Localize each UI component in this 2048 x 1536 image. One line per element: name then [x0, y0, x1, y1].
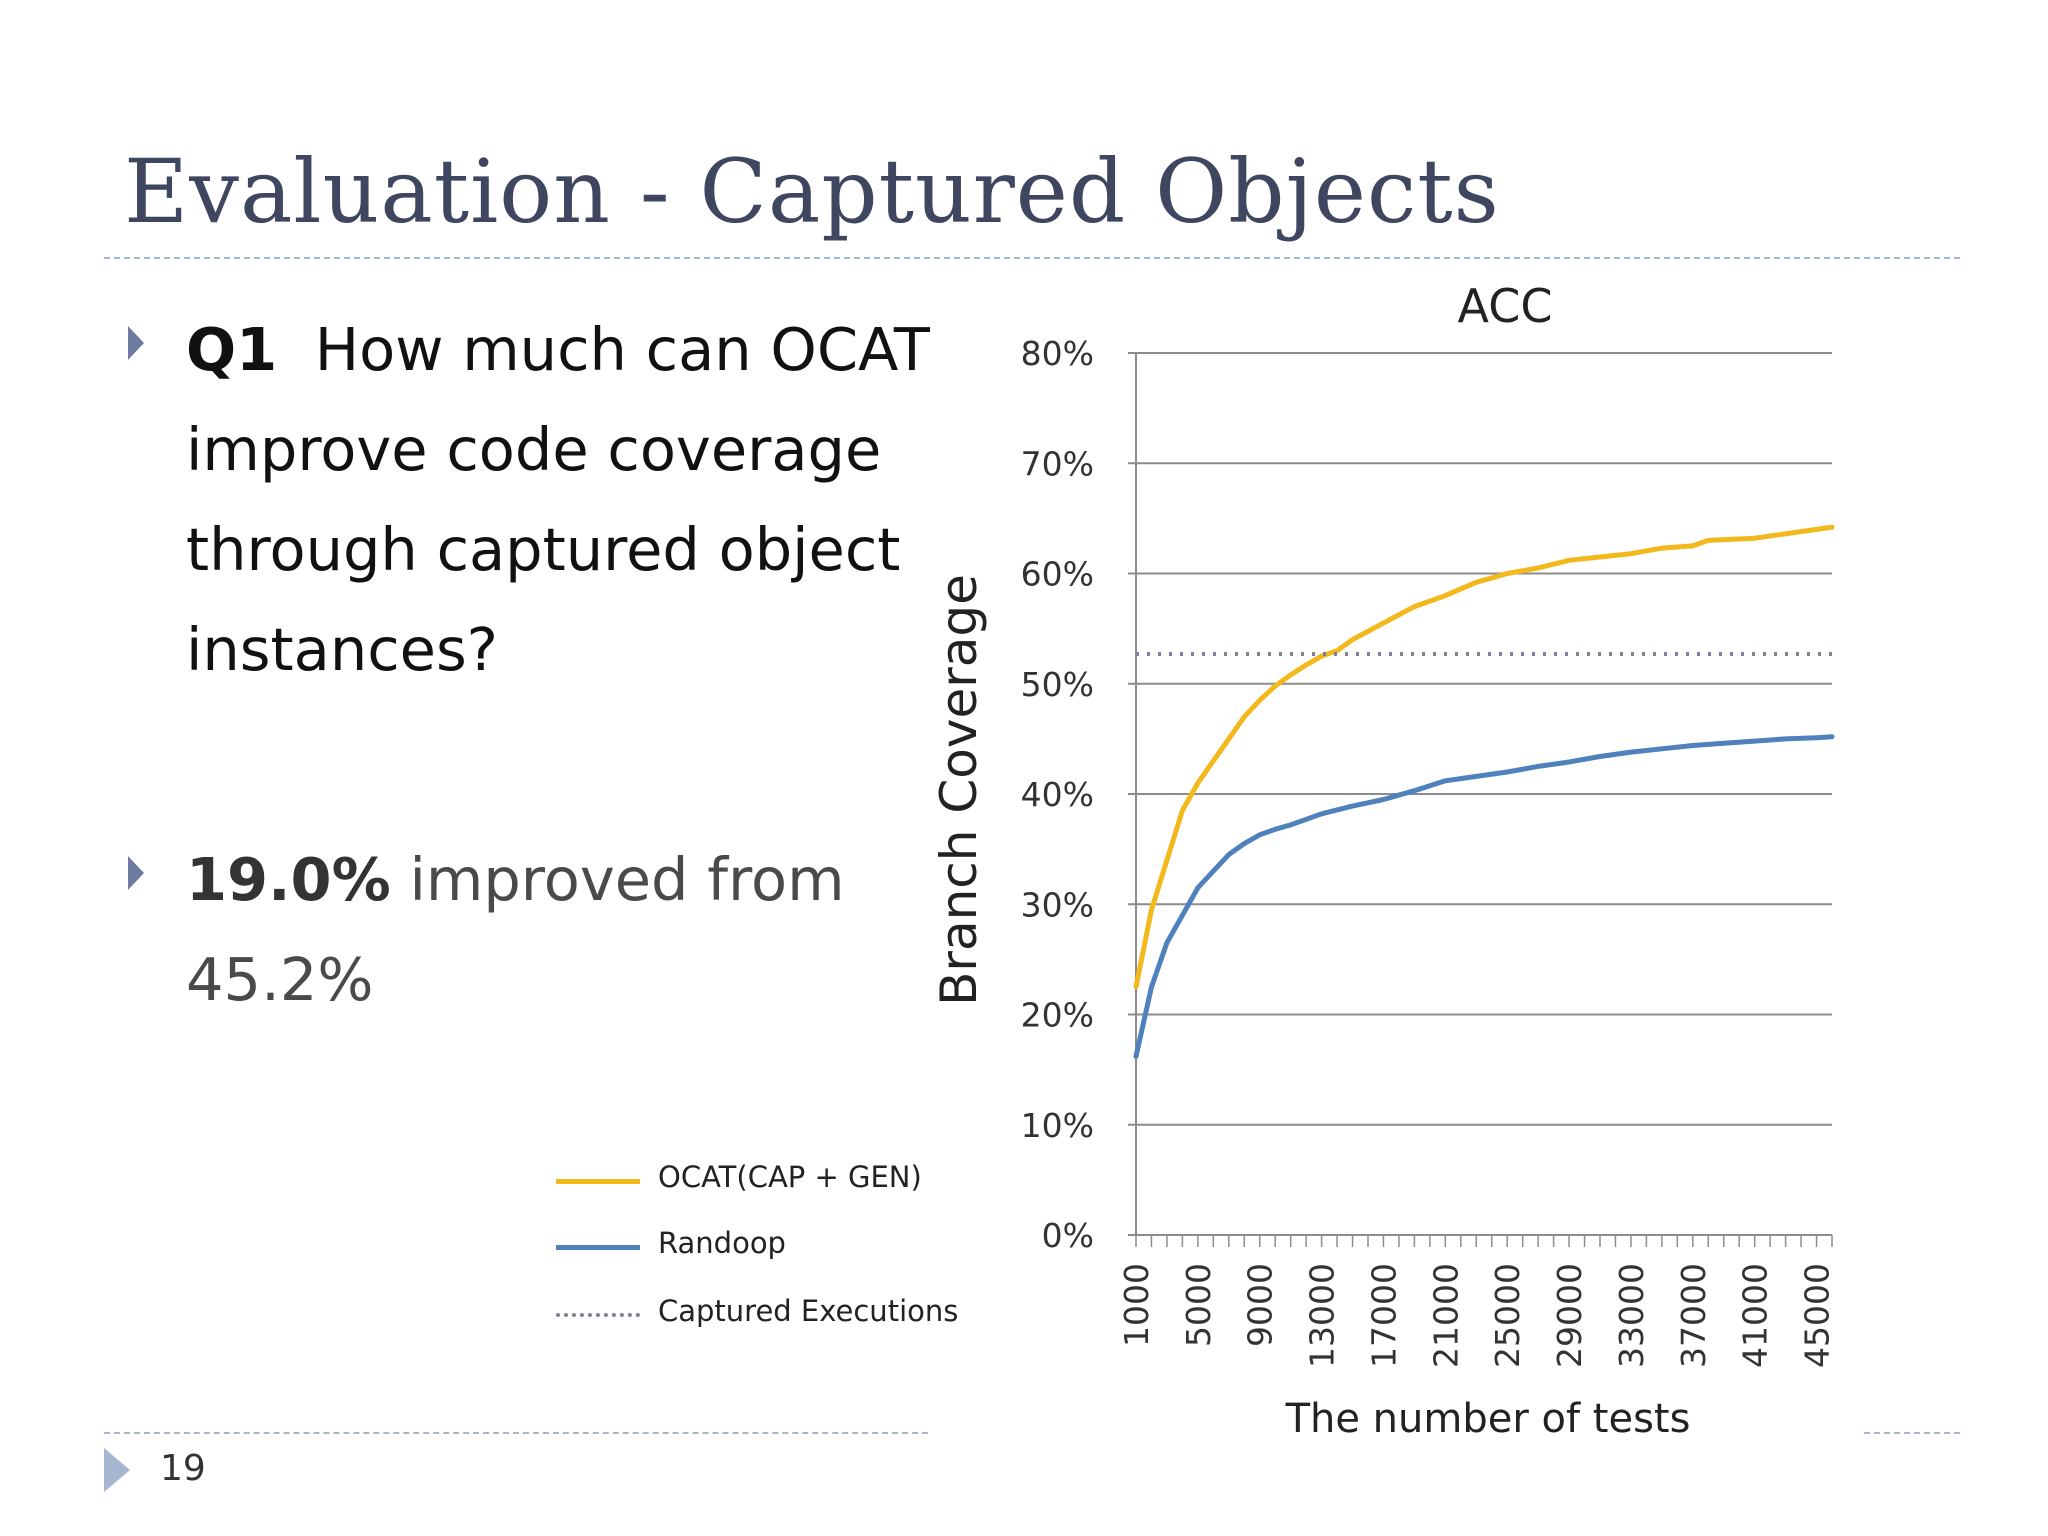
y-tick-label: 0%: [1042, 1216, 1094, 1255]
bullet-question: Q1 How much can OCAT improve code covera…: [186, 300, 946, 700]
y-tick-label: 50%: [1021, 665, 1094, 704]
bullet-result-text: improved from 45.2%: [186, 845, 845, 1014]
title-divider: [104, 257, 1960, 259]
chart-gridlines: [1128, 352, 1832, 1236]
x-tick-label: 13000: [1303, 1263, 1342, 1368]
slide-number-arrow-icon: [104, 1448, 130, 1492]
x-tick-label: 41000: [1736, 1263, 1775, 1368]
footer-divider: [1864, 1432, 1960, 1434]
legend-label-randoop: Randoop: [658, 1226, 786, 1260]
bullet-question-label: Q1: [186, 315, 278, 384]
x-tick-label: 29000: [1550, 1263, 1589, 1368]
y-axis-ticks: 0% 10% 20% 30% 40% 50% 60% 70% 80%: [1021, 334, 1094, 1255]
series-line-randoop: [1133, 734, 1835, 1059]
footer-divider: [104, 1432, 928, 1434]
y-tick-label: 20%: [1021, 996, 1094, 1035]
legend-label-ocat: OCAT(CAP + GEN): [658, 1160, 922, 1194]
y-tick-label: 30%: [1021, 885, 1094, 924]
legend-swatch-captured: [556, 1313, 640, 1317]
x-tick-label: 1000: [1117, 1263, 1156, 1347]
x-axis-label: The number of tests: [1285, 1396, 1691, 1442]
bullet-result: 19.0% improved from 45.2%: [186, 830, 946, 1030]
x-tick-label: 17000: [1364, 1263, 1403, 1368]
legend-item-randoop: Randoop: [556, 1226, 976, 1266]
legend-item-ocat: OCAT(CAP + GEN): [556, 1160, 976, 1200]
x-axis-ticks: 1000 5000 9000 13000 17000 21000 25000 29000 330…: [1117, 1235, 1837, 1368]
legend-item-captured: Captured Executions: [556, 1294, 976, 1334]
x-tick-label: 37000: [1674, 1263, 1713, 1368]
bullet-arrow-icon: [128, 856, 144, 890]
y-tick-label: 80%: [1021, 334, 1094, 373]
slide-number: 19: [160, 1448, 206, 1489]
slide-title: Evaluation - Captured Objects: [124, 140, 1500, 243]
series-line-ocat: [1133, 524, 1835, 990]
x-tick-label: 33000: [1612, 1263, 1651, 1368]
chart-series: [1133, 524, 1835, 1059]
bullet-question-text: How much can OCAT improve code coverage …: [186, 315, 930, 684]
bullet-arrow-icon: [128, 326, 144, 360]
legend-label-captured: Captured Executions: [658, 1294, 959, 1328]
y-tick-label: 60%: [1021, 555, 1094, 594]
y-axis-label: Branch Coverage: [930, 574, 988, 1006]
legend-swatch-randoop: [556, 1245, 640, 1250]
y-tick-label: 40%: [1021, 775, 1094, 814]
x-tick-label: 9000: [1241, 1263, 1280, 1347]
x-tick-label: 21000: [1426, 1263, 1465, 1368]
legend-swatch-ocat: [556, 1179, 640, 1184]
chart-title: ACC: [1458, 279, 1553, 333]
y-tick-label: 70%: [1021, 444, 1094, 483]
x-tick-label: 25000: [1488, 1263, 1527, 1368]
y-tick-label: 10%: [1021, 1106, 1094, 1145]
x-tick-label: 5000: [1179, 1263, 1218, 1347]
bullet-result-value: 19.0%: [186, 845, 391, 914]
x-tick-label: 45000: [1798, 1263, 1837, 1368]
